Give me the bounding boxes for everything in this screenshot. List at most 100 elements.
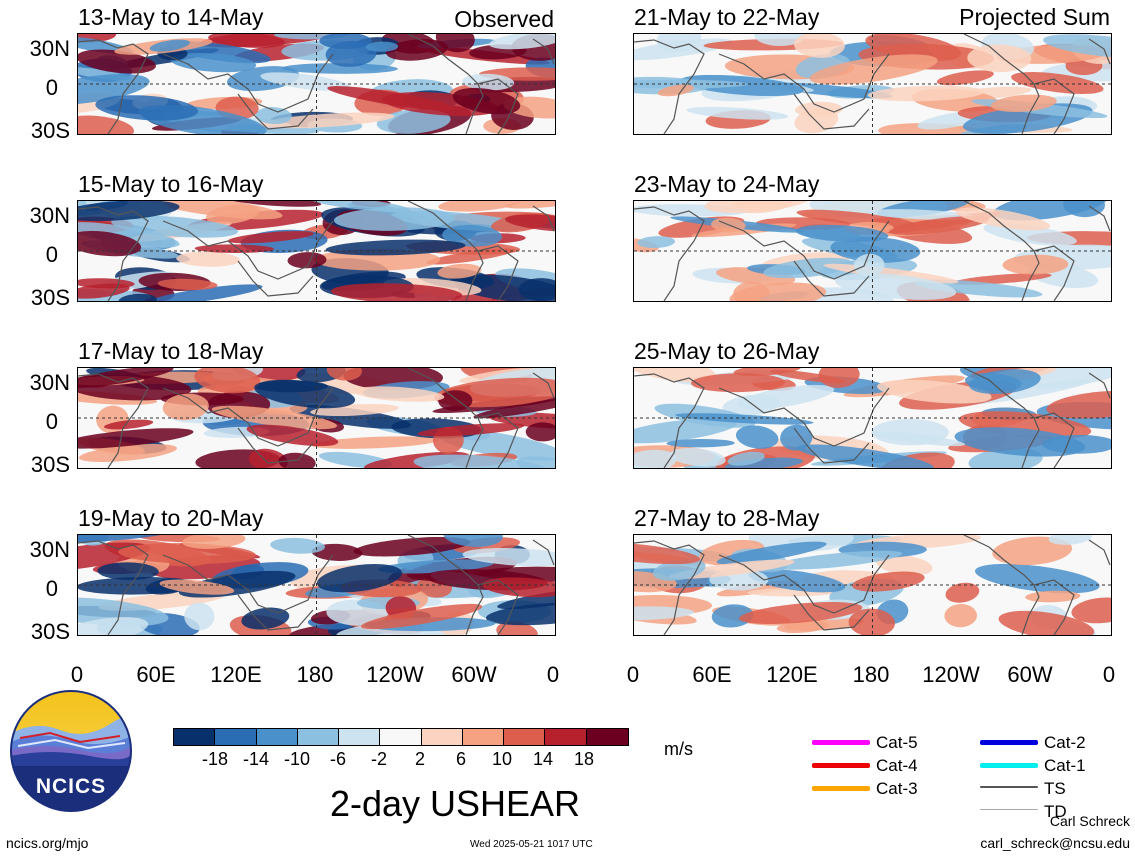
colorbar-swatch	[586, 729, 628, 745]
shear-blob	[866, 209, 975, 220]
shear-blob	[809, 54, 938, 85]
shear-blob	[497, 587, 555, 610]
colorbar-swatch	[462, 729, 505, 745]
shear-blob	[78, 368, 174, 389]
shear-field	[634, 34, 1111, 134]
shear-blob	[118, 543, 256, 564]
shear-blob	[438, 201, 521, 212]
logo-graphic: NCICS	[10, 690, 132, 812]
colorbar-tick: 6	[455, 749, 466, 769]
shear-blob	[867, 85, 985, 102]
shear-blob	[668, 559, 795, 579]
colorbar-units: m/s	[664, 739, 693, 759]
shear-blob	[118, 293, 157, 301]
lon-label: 60W	[1007, 662, 1053, 687]
shear-blob	[669, 447, 726, 467]
lon-label: 0	[546, 662, 560, 687]
shear-blob	[311, 436, 439, 449]
lat-label: 30N	[29, 370, 70, 395]
colorbar-tick: 18	[573, 749, 595, 769]
shear-blob	[462, 73, 515, 91]
shear-blob	[634, 368, 716, 383]
shear-blob	[319, 34, 372, 50]
legend-label: Cat-4	[876, 756, 918, 775]
shear-blob	[657, 84, 694, 97]
footer-email[interactable]: carl_schreck@ncsu.edu	[980, 835, 1130, 851]
shear-blob	[852, 571, 925, 592]
shear-blob	[968, 369, 1041, 395]
legend-label: TS	[1044, 779, 1066, 798]
shear-blob	[634, 79, 748, 89]
shear-blob	[748, 569, 846, 593]
legend-line-td	[980, 809, 1038, 810]
shear-blob	[78, 201, 180, 222]
shear-blob	[1018, 368, 1111, 389]
shear-blob	[870, 431, 966, 447]
shear-blob	[78, 443, 177, 463]
shear-blob	[735, 425, 779, 449]
colorbar-swatch	[256, 729, 298, 745]
shear-blob	[652, 558, 706, 581]
shear-blob	[992, 201, 1109, 221]
shear-blob	[376, 109, 451, 134]
shear-blob	[793, 34, 845, 58]
legend-label: Cat-5	[876, 733, 918, 752]
figure-title: 2-day USHEAR	[329, 783, 581, 824]
shear-blob	[255, 107, 292, 125]
shear-blob	[634, 449, 677, 468]
footer-timestamp: Wed 2025-05-21 1017 UTC	[470, 839, 593, 850]
shear-blob	[877, 379, 992, 404]
shear-blob	[159, 579, 235, 595]
panel-title: 19-May to 20-May	[78, 505, 264, 531]
shear-blob	[913, 279, 1043, 298]
panel-title: 23-May to 24-May	[634, 171, 820, 197]
coastline	[78, 535, 555, 635]
shear-blob	[78, 617, 149, 635]
shear-blob	[78, 36, 134, 55]
lat-label: 30S	[30, 452, 70, 477]
shear-blob	[1063, 201, 1105, 218]
shear-blob	[729, 282, 827, 301]
colorbar-swatch	[421, 729, 463, 745]
shear-blob	[270, 537, 325, 554]
shear-field	[634, 201, 1111, 301]
colorbar-tick: -10	[283, 749, 310, 769]
shear-blob	[515, 456, 555, 468]
shear-blob	[1048, 535, 1093, 545]
legend-line-cat1	[980, 763, 1038, 768]
shear-blob	[1042, 434, 1111, 454]
shear-blob	[955, 207, 1051, 231]
lon-label: 0	[70, 662, 84, 687]
panel-title: 17-May to 18-May	[78, 338, 264, 364]
shear-blob	[176, 251, 240, 267]
footer-url[interactable]: ncics.org/mjo	[6, 835, 89, 851]
shear-blob	[796, 444, 934, 468]
shear-blob	[353, 536, 471, 557]
shear-blob	[776, 620, 830, 633]
shear-blob	[157, 278, 218, 291]
shear-blob	[518, 278, 555, 301]
legend-line-cat2	[980, 740, 1038, 745]
shear-field	[78, 535, 555, 635]
shear-blob	[78, 542, 151, 572]
shear-blob	[634, 606, 694, 621]
lon-label: 60E	[692, 662, 732, 687]
lat-label: 30N	[29, 537, 70, 562]
legend-line-ts	[980, 786, 1038, 788]
logo-text: NCICS	[36, 775, 106, 798]
shear-blob	[691, 373, 785, 393]
shear-blob	[182, 535, 246, 549]
map-panel	[633, 534, 1112, 636]
shear-blob	[1071, 597, 1111, 624]
map-panel	[77, 33, 556, 135]
colorbar-tick: -18	[201, 749, 228, 769]
colorbar-swatch	[297, 729, 340, 745]
shear-blob	[78, 74, 150, 105]
shear-field	[78, 368, 555, 468]
shear-blob	[282, 63, 398, 74]
shear-blob	[385, 39, 448, 61]
coastline	[78, 34, 555, 134]
shear-blob	[1043, 34, 1111, 59]
shear-blob	[208, 34, 286, 48]
lon-label: 0	[626, 662, 640, 687]
